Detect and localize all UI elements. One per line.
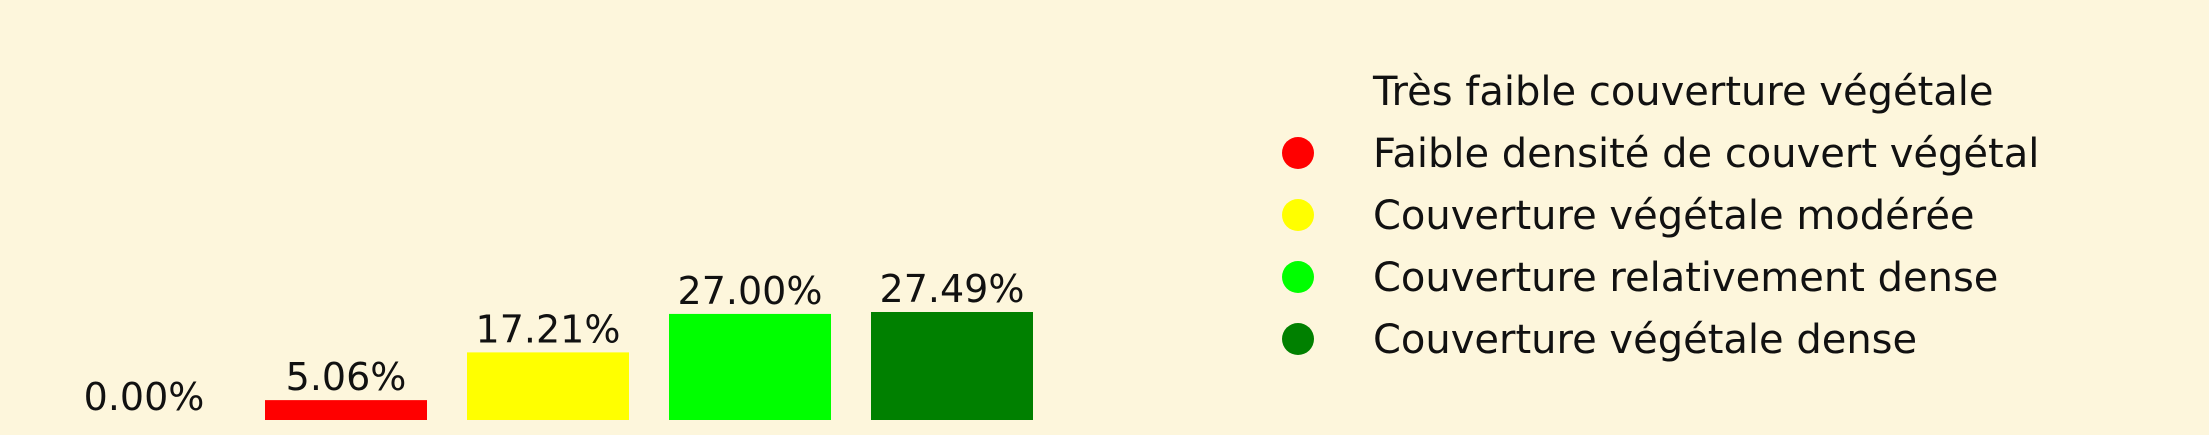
legend-label: Couverture végétale dense bbox=[1373, 317, 1917, 363]
legend-marker-4 bbox=[1282, 261, 1314, 293]
bar-value-label: 27.00% bbox=[678, 269, 823, 313]
bars-group bbox=[265, 312, 1033, 420]
legend: Très faible couverture végétale Faible de… bbox=[1282, 69, 2039, 363]
legend-marker-1 bbox=[1282, 75, 1314, 107]
legend-marker-2 bbox=[1282, 137, 1314, 169]
legend-label: Faible densité de couvert végétal bbox=[1373, 131, 2039, 177]
bar-5 bbox=[871, 312, 1033, 420]
legend-label: Couverture végétale modérée bbox=[1373, 193, 1975, 239]
value-labels-group: 0.00% 5.06% 17.21% 27.00% 27.49% bbox=[84, 267, 1025, 419]
bar-value-label: 17.21% bbox=[476, 307, 621, 351]
bar-value-label: 27.49% bbox=[880, 267, 1025, 311]
legend-marker-3 bbox=[1282, 199, 1314, 231]
bar-4 bbox=[669, 313, 831, 420]
legend-marker-5 bbox=[1282, 323, 1314, 355]
bar-value-label: 0.00% bbox=[84, 375, 205, 419]
legend-label: Très faible couverture végétale bbox=[1372, 69, 1994, 115]
bar-3 bbox=[467, 352, 629, 420]
legend-label: Couverture relativement dense bbox=[1373, 255, 1998, 301]
bar-value-label: 5.06% bbox=[286, 355, 407, 399]
bar-2 bbox=[265, 400, 427, 420]
